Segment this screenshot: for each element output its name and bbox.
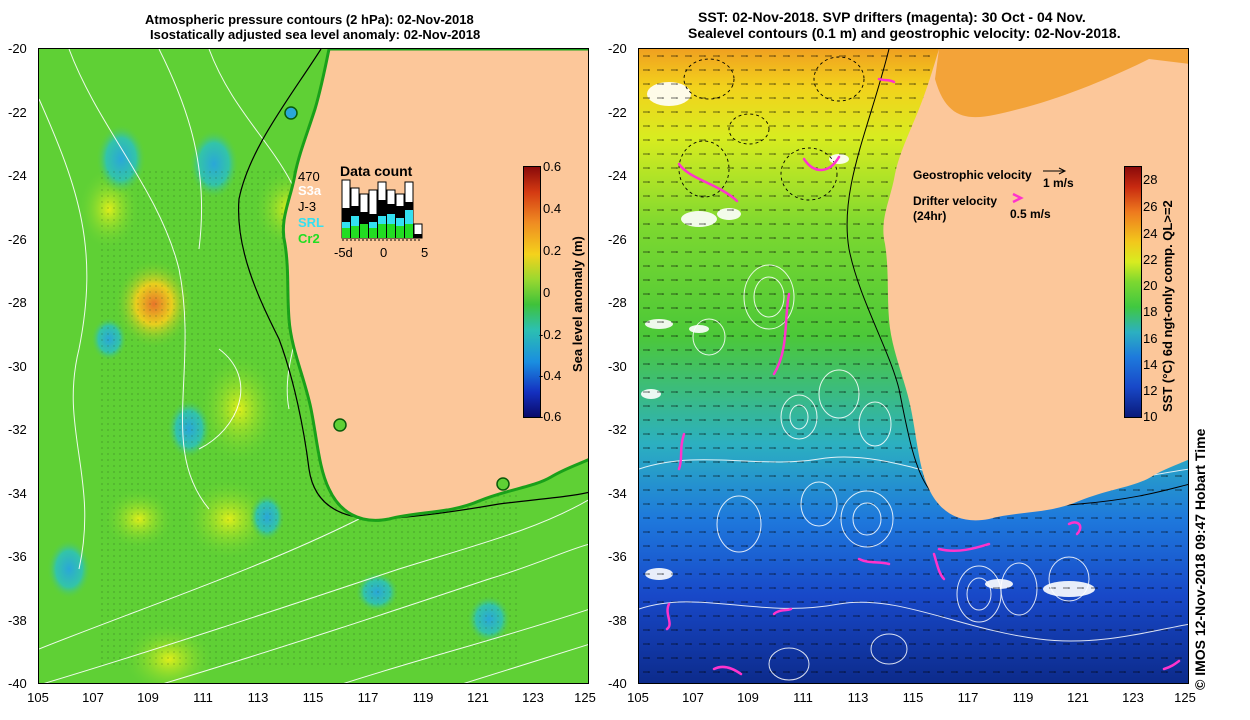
right-x-tick: 123 xyxy=(1122,690,1144,705)
sst-cbar-tick-14: 14 xyxy=(1143,357,1158,372)
drifter-arrow-icon xyxy=(1012,192,1024,204)
sla-cbar-tick-0.2: 0.2 xyxy=(543,243,562,258)
left-y-tick: -36 xyxy=(8,549,27,564)
sst-colorbar-label: SST (°C) 6d ngt-only comp. QL>=2 xyxy=(1160,200,1175,412)
sst-cbar-tick-18: 18 xyxy=(1143,304,1158,319)
left-y-tick: -24 xyxy=(8,168,27,183)
imos-footer: © IMOS 12-Nov-2018 09:47 Hobart Time xyxy=(1192,428,1208,690)
left-x-tick: 105 xyxy=(27,690,49,705)
right-y-tick: -36 xyxy=(608,549,627,564)
sla-cbar-tick-0: 0 xyxy=(543,285,551,300)
geostrophic-velocity-label: Geostrophic velocity xyxy=(913,168,1032,182)
left-x-tick: 115 xyxy=(302,690,324,705)
right-x-tick: 107 xyxy=(682,690,704,705)
data-count-total: 470 xyxy=(298,169,320,184)
left-title-line2: Isostatically adjusted sea level anomaly… xyxy=(150,27,481,42)
sla-map xyxy=(38,48,589,684)
right-y-tick: -22 xyxy=(608,105,627,120)
left-x-tick: 125 xyxy=(574,690,596,705)
right-y-tick: -26 xyxy=(608,232,627,247)
left-y-tick: -38 xyxy=(8,613,27,628)
right-y-tick: -34 xyxy=(608,486,627,501)
left-y-tick: -28 xyxy=(8,295,27,310)
sla-colorbar-label: Sea level anomaly (m) xyxy=(570,236,585,372)
right-y-tick: -30 xyxy=(608,359,627,374)
left-x-tick: 113 xyxy=(247,690,269,705)
sst-cbar-tick-24: 24 xyxy=(1143,226,1158,241)
sla-cbar-tick-0.6: 0.6 xyxy=(543,159,562,174)
drifter-velocity-sub: (24hr) xyxy=(913,209,947,223)
sst-colorbar xyxy=(1124,166,1142,418)
data-count-histogram xyxy=(341,179,423,241)
drifter-velocity-label: Drifter velocity xyxy=(913,194,998,208)
right-x-tick: 115 xyxy=(902,690,924,705)
right-y-tick: -40 xyxy=(608,676,627,691)
left-y-tick: -22 xyxy=(8,105,27,120)
hist-tick-0: 0 xyxy=(380,245,388,260)
left-x-tick: 121 xyxy=(467,690,489,705)
right-x-tick: 105 xyxy=(627,690,649,705)
mission-cr2: Cr2 xyxy=(298,231,320,246)
right-x-tick: 111 xyxy=(793,690,813,705)
sla-cbar-tick-m0.6: -0.6 xyxy=(539,409,562,424)
left-y-tick: -26 xyxy=(8,232,27,247)
right-y-tick: -24 xyxy=(608,168,627,183)
sst-cbar-tick-12: 12 xyxy=(1143,383,1158,398)
right-y-tick: -38 xyxy=(608,613,627,628)
geostrophic-arrow-icon xyxy=(1043,167,1067,175)
right-y-tick: -28 xyxy=(608,295,627,310)
right-x-tick: 117 xyxy=(957,690,979,705)
geostrophic-scale: 1 m/s xyxy=(1043,176,1074,190)
sla-cbar-tick-m0.2: -0.2 xyxy=(539,327,562,342)
drifter-scale: 0.5 m/s xyxy=(1010,207,1051,221)
left-x-tick: 117 xyxy=(357,690,379,705)
mission-j3: J-3 xyxy=(298,199,317,214)
hist-tick-5: 5 xyxy=(421,245,429,260)
left-y-tick: -30 xyxy=(8,359,27,374)
right-title-line2: Sealevel contours (0.1 m) and geostrophi… xyxy=(688,25,1121,41)
left-x-tick: 119 xyxy=(412,690,434,705)
hist-tick-minus5d: -5d xyxy=(334,245,353,260)
left-y-tick: -20 xyxy=(8,41,27,56)
sla-cbar-tick-m0.4: -0.4 xyxy=(539,368,562,383)
right-y-tick: -32 xyxy=(608,422,627,437)
left-y-tick: -40 xyxy=(8,676,27,691)
left-x-tick: 109 xyxy=(137,690,159,705)
sla-map-graphic xyxy=(39,49,588,683)
mission-srl: SRL xyxy=(298,215,324,230)
sst-cbar-tick-28: 28 xyxy=(1143,172,1158,187)
sst-cbar-tick-22: 22 xyxy=(1143,252,1158,267)
sst-map xyxy=(638,48,1189,684)
right-x-tick: 121 xyxy=(1067,690,1089,705)
left-x-tick: 111 xyxy=(193,690,213,705)
right-x-tick: 113 xyxy=(847,690,869,705)
histogram-bars xyxy=(341,179,423,239)
right-title-line1: SST: 02-Nov-2018. SVP drifters (magenta)… xyxy=(698,9,1086,25)
right-y-tick: -20 xyxy=(608,41,627,56)
sst-cbar-tick-10: 10 xyxy=(1143,409,1158,424)
mission-s3a: S3a xyxy=(298,183,322,198)
right-x-tick: 109 xyxy=(737,690,759,705)
left-title-line1: Atmospheric pressure contours (2 hPa): 0… xyxy=(145,12,474,27)
left-x-tick: 123 xyxy=(522,690,544,705)
sst-cbar-tick-20: 20 xyxy=(1143,278,1158,293)
sst-map-graphic xyxy=(639,49,1188,683)
left-y-tick: -32 xyxy=(8,422,27,437)
sla-colorbar xyxy=(523,166,541,418)
sst-cbar-tick-16: 16 xyxy=(1143,331,1158,346)
left-x-tick: 107 xyxy=(82,690,104,705)
data-count-title: Data count xyxy=(340,163,413,179)
sla-cbar-tick-0.4: 0.4 xyxy=(543,201,562,216)
right-x-tick: 125 xyxy=(1174,690,1196,705)
left-y-tick: -34 xyxy=(8,486,27,501)
sst-cbar-tick-26: 26 xyxy=(1143,199,1158,214)
right-x-tick: 119 xyxy=(1012,690,1034,705)
